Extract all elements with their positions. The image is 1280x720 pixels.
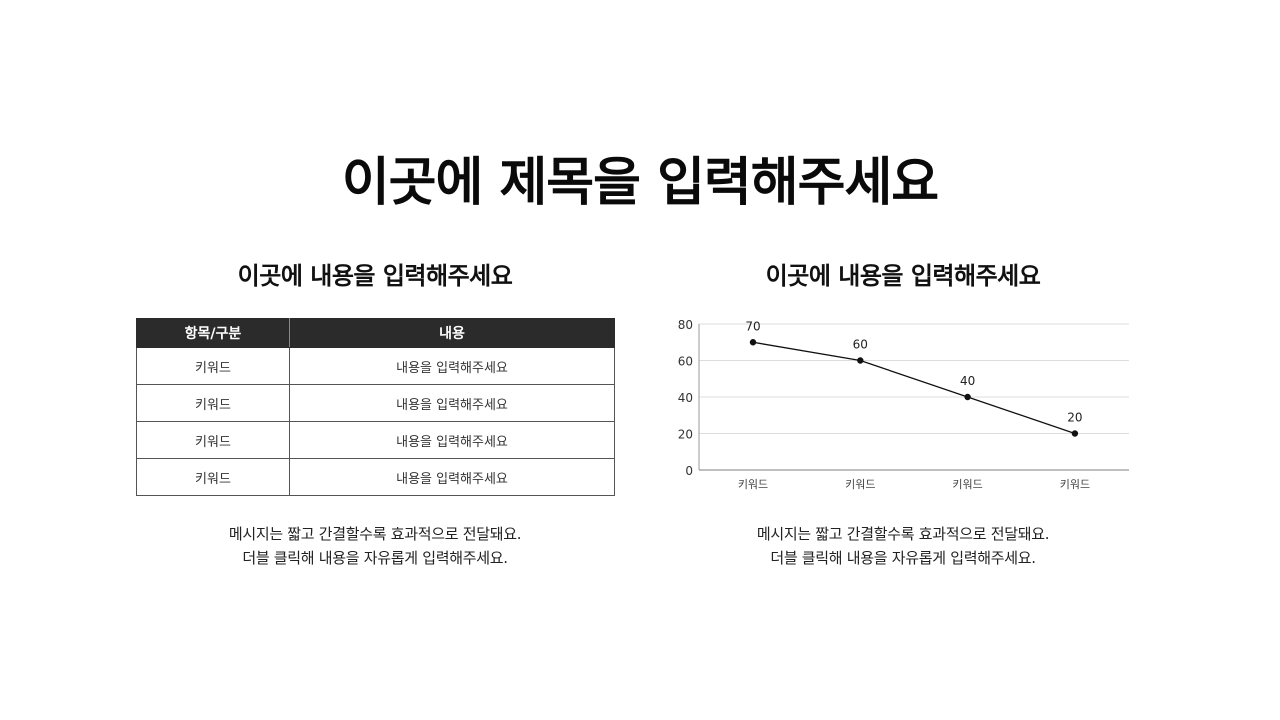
data-point [964, 393, 971, 401]
left-caption-line-2: 더블 클릭해 내용을 자유롭게 입력해주세요. [242, 549, 508, 567]
data-line [752, 341, 1076, 435]
left-caption-line-1: 메시지는 짧고 간결할수록 효과적으로 전달돼요. [228, 525, 522, 543]
table-row: 키워드 내용을 입력해주세요 [136, 347, 615, 385]
x-tick-label: 키워드 [1060, 478, 1090, 491]
table-cell-keyword: 키워드 [136, 347, 290, 385]
data-label: 60 [853, 338, 868, 352]
table-cell-keyword: 키워드 [136, 384, 290, 422]
data-label: 70 [745, 319, 760, 333]
page-title: 이곳에 제목을 입력해주세요 [341, 153, 939, 213]
left-caption: 메시지는 짧고 간결할수록 효과적으로 전달돼요. 더블 클릭해 내용을 자유롭… [136, 522, 614, 570]
y-tick-label: 80 [678, 318, 693, 332]
table-header-category: 항목/구분 [136, 318, 290, 348]
table-header-content: 내용 [289, 318, 615, 348]
data-point [749, 339, 757, 346]
table-row: 키워드 내용을 입력해주세요 [136, 384, 615, 422]
data-label: 20 [1067, 411, 1082, 425]
right-caption-line-2: 더블 클릭해 내용을 자유롭게 입력해주세요. [770, 549, 1036, 567]
line-chart: 0 20 40 60 80 70 키워드 60 키워드 40 키워드 20 키워드 [660, 305, 1150, 505]
line-chart-plot: 0 20 40 60 80 70 키워드 60 키워드 40 키워드 20 키워드 [678, 318, 1129, 491]
data-point [1071, 430, 1079, 437]
table-cell-content: 내용을 입력해주세요 [289, 421, 615, 459]
x-tick-label: 키워드 [845, 478, 875, 491]
table-row: 키워드 내용을 입력해주세요 [136, 421, 615, 459]
data-label: 40 [960, 374, 975, 388]
data-point [857, 357, 864, 364]
table-cell-content: 내용을 입력해주세요 [289, 347, 615, 385]
table-cell-content: 내용을 입력해주세요 [289, 458, 615, 496]
y-tick-label: 40 [678, 391, 693, 405]
left-subtitle: 이곳에 내용을 입력해주세요 [237, 262, 513, 290]
y-tick-label: 20 [678, 428, 693, 442]
right-caption-line-1: 메시지는 짧고 간결할수록 효과적으로 전달돼요. [756, 525, 1050, 543]
y-tick-label: 60 [678, 355, 693, 369]
table-cell-content: 내용을 입력해주세요 [289, 384, 615, 422]
table-row: 키워드 내용을 입력해주세요 [136, 458, 615, 496]
table-cell-keyword: 키워드 [136, 421, 290, 459]
right-caption: 메시지는 짧고 간결할수록 효과적으로 전달돼요. 더블 클릭해 내용을 자유롭… [664, 522, 1142, 570]
table-cell-keyword: 키워드 [136, 458, 290, 496]
content-table: 항목/구분 내용 키워드 내용을 입력해주세요 키워드 내용을 입력해주세요 키… [136, 318, 615, 496]
x-tick-label: 키워드 [738, 478, 768, 491]
y-tick-label: 0 [685, 464, 693, 478]
table-header-row: 항목/구분 내용 [136, 318, 615, 348]
right-subtitle: 이곳에 내용을 입력해주세요 [765, 262, 1041, 290]
x-tick-label: 키워드 [952, 478, 982, 491]
